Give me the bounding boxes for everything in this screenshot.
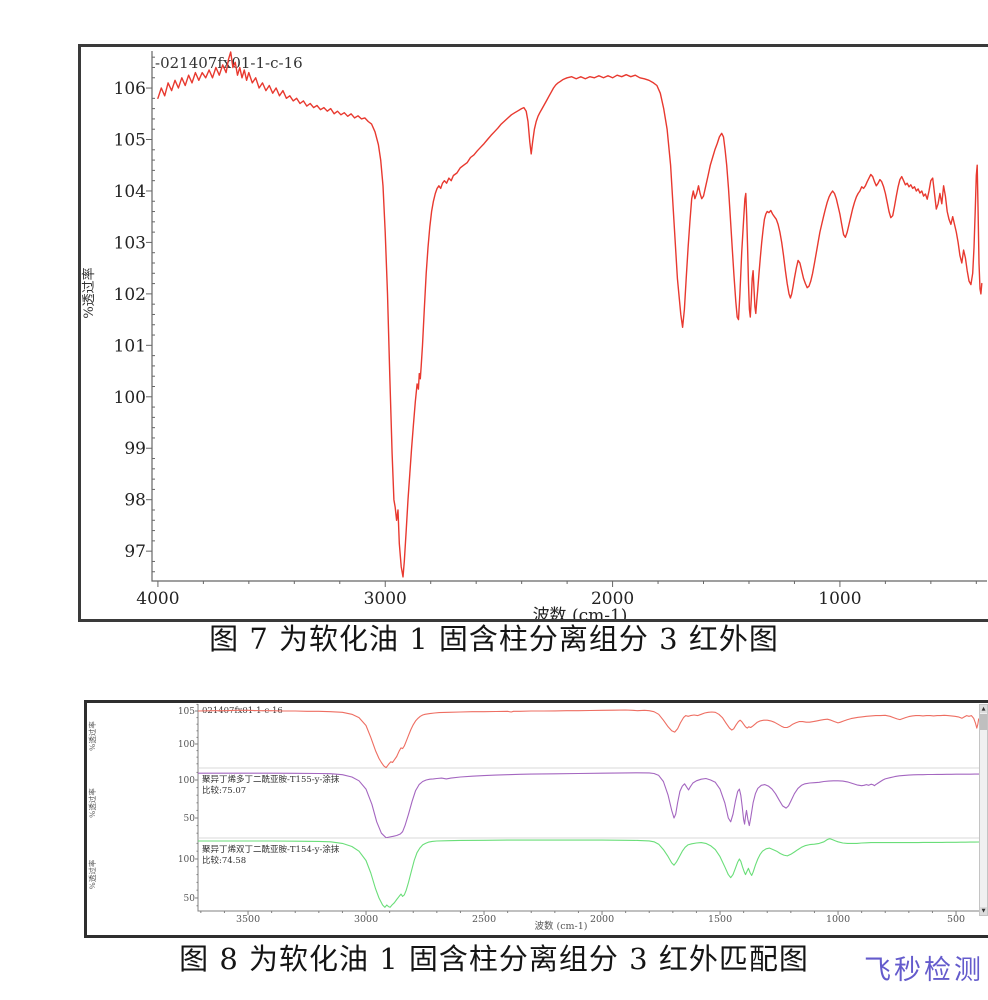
- panel-spectrum-name: 聚异丁烯双丁二酰亚胺-T154-y-涂抹: [202, 844, 340, 855]
- ir-trace-panel-1: [198, 772, 981, 838]
- x-tick-label: 3000: [364, 589, 407, 609]
- y-axis-title: %透过率: [81, 267, 97, 318]
- y-tick-label: 101: [114, 336, 146, 356]
- figure8-ir-match-chart: 3500 3000 2500 2000 1500 1000 500 波数 (cm-1) 105 1…: [84, 700, 988, 938]
- figure8-svg: 3500 3000 2500 2000 1500 1000 500 波数 (cm-1) 105 1…: [87, 703, 982, 932]
- x-tick-label: 3000: [354, 914, 378, 925]
- x-tick-label: 3500: [236, 914, 260, 925]
- x-tick-label: 1500: [708, 914, 732, 925]
- y-tick-label: 100: [178, 776, 195, 786]
- y-tick-label: 102: [114, 285, 146, 305]
- ir-trace-panel-0: [198, 709, 981, 768]
- watermark-text: 飞秒检测: [864, 955, 984, 986]
- figure7-svg: 4000 3000 2000 1000 106 105 104 103 102 101 100 99 9…: [81, 51, 987, 619]
- x-tick-label: 2000: [590, 914, 614, 925]
- x-tick-label: 500: [947, 914, 965, 925]
- y-tick-label: 100: [178, 855, 195, 865]
- ir-trace-panel-2: [198, 838, 981, 908]
- x-tick-label: 1000: [826, 914, 850, 925]
- y-axis-title: %透过率: [87, 859, 97, 889]
- x-tick-label: 2000: [591, 589, 634, 609]
- y-tick-label: 106: [114, 79, 146, 99]
- scroll-up-icon[interactable]: ▲: [980, 705, 987, 713]
- y-tick-label: 105: [114, 131, 146, 151]
- figure7-caption: 图 7 为软化油 1 固含柱分离组分 3 红外图: [209, 622, 779, 656]
- figure7-ir-spectrum-chart: 4000 3000 2000 1000 106 105 104 103 102 101 100 99 9…: [78, 44, 988, 622]
- x-axis-title: 波数 (cm-1): [533, 606, 628, 619]
- y-tick-label: 98: [124, 491, 146, 511]
- y-tick-label: 50: [184, 894, 196, 904]
- scrollbar-thumb[interactable]: [980, 714, 987, 730]
- y-tick-label: 104: [114, 182, 146, 202]
- ir-trace-red: [157, 51, 983, 578]
- x-tick-label: 1000: [818, 589, 861, 609]
- y-tick-label: 100: [114, 388, 146, 408]
- y-tick-label: 99: [124, 439, 146, 459]
- scrollbar[interactable]: ▲ ▼: [979, 704, 988, 916]
- y-tick-label: 50: [184, 814, 196, 824]
- panel-spectrum-name: 021407fx01-1-c-16: [202, 706, 283, 716]
- y-axis-title: %透过率: [87, 788, 97, 818]
- x-axis-title: 波数 (cm-1): [534, 920, 587, 932]
- axes: [197, 704, 982, 912]
- x-tick-label: 2500: [472, 914, 496, 925]
- y-axis-title: %透过率: [87, 721, 97, 751]
- figure8-caption: 图 8 为软化油 1 固含柱分离组分 3 红外匹配图: [179, 942, 809, 976]
- scroll-down-icon[interactable]: ▼: [980, 907, 987, 915]
- panel-spectrum-name: 聚异丁烯多丁二酰亚胺-T155-y-涂抹: [202, 774, 340, 785]
- y-tick-label: 97: [124, 542, 146, 562]
- x-tick-label: 4000: [136, 589, 179, 609]
- axes: [151, 51, 987, 582]
- y-tick-label: 103: [114, 233, 146, 253]
- panel-match-score: 比较:74.58: [202, 855, 246, 866]
- spectrum-id-label: -021407fx01-1-c-16: [155, 54, 303, 72]
- y-tick-label: 100: [178, 740, 195, 750]
- panel-match-score: 比较:75.07: [202, 785, 246, 796]
- y-tick-label: 105: [178, 707, 195, 717]
